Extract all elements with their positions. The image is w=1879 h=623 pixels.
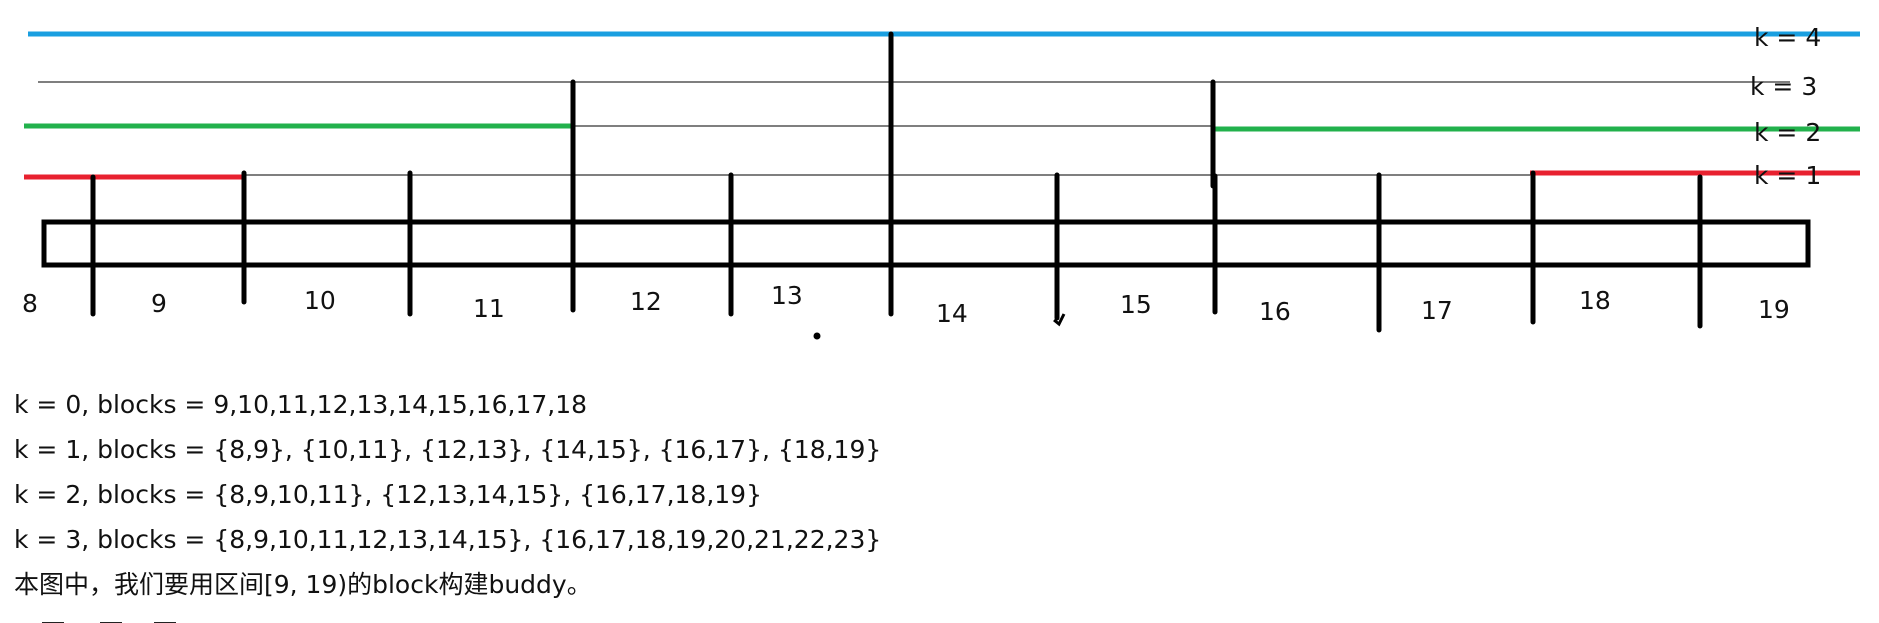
buddy-diagram: k = 4 k = 3 k = 2 k = 1 8 9 10 11 12 13 … (22, 23, 1860, 340)
block-number-14: 14 (936, 299, 968, 328)
note-k3: k = 3, blocks = {8,9,10,11,12,13,14,15},… (14, 525, 882, 554)
block-number-11: 11 (473, 294, 505, 323)
level-label-k4: k = 4 (1754, 23, 1821, 52)
stray-tick (1053, 313, 1066, 327)
block-number-12: 12 (630, 287, 662, 316)
block-number-18: 18 (1579, 286, 1611, 315)
level-label-k3: k = 3 (1750, 72, 1817, 101)
block-number-15: 15 (1120, 290, 1152, 319)
stray-dot (813, 332, 821, 340)
block-number-19: 19 (1758, 295, 1790, 324)
memory-strip (41, 219, 1811, 268)
block-number-9: 9 (151, 289, 167, 318)
note-k2: k = 2, blocks = {8,9,10,11}, {12,13,14,1… (14, 480, 762, 509)
level-label-k2: k = 2 (1754, 118, 1821, 147)
block-number-17: 17 (1421, 296, 1453, 325)
block-number-10: 10 (304, 286, 336, 315)
level-label-k1: k = 1 (1754, 161, 1821, 190)
block-number-8: 8 (22, 289, 38, 318)
note-summary: 本图中，我们要用区间[9, 19)的block构建buddy。 (14, 570, 592, 599)
notes-list: k = 0, blocks = 9,10,11,12,13,14,15,16,1… (14, 382, 881, 607)
block-number-16: 16 (1259, 297, 1291, 326)
block-number-13: 13 (771, 281, 803, 310)
block-dividers (90, 31, 1703, 333)
note-k0: k = 0, blocks = 9,10,11,12,13,14,15,16,1… (14, 390, 588, 419)
note-k1: k = 1, blocks = {8,9}, {10,11}, {12,13},… (14, 435, 882, 464)
cut-off-text-line (14, 614, 214, 623)
